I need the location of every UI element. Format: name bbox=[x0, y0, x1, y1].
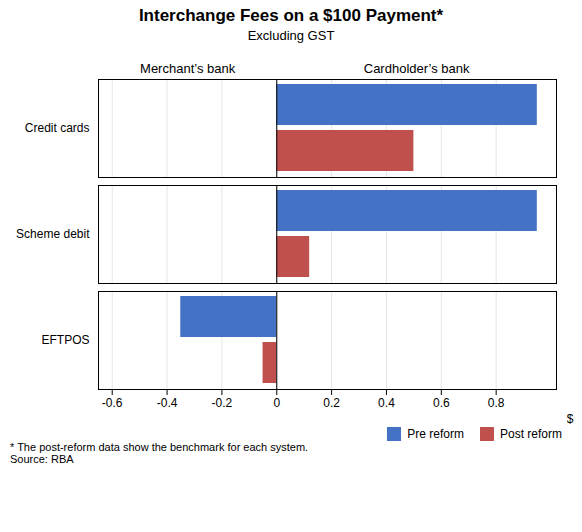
svg-text:0.6: 0.6 bbox=[433, 396, 450, 410]
html-text:Post reform: Post reform bbox=[500, 427, 562, 441]
svg-text:0.8: 0.8 bbox=[488, 396, 505, 410]
svg-text:-0.6: -0.6 bbox=[102, 396, 123, 410]
svg-text:EFTPOS: EFTPOS bbox=[41, 333, 89, 347]
svg-text:-0.2: -0.2 bbox=[212, 396, 233, 410]
svg-text:0: 0 bbox=[273, 396, 280, 410]
svg-text:Merchant’s bank: Merchant’s bank bbox=[140, 61, 236, 76]
svg-text:-0.4: -0.4 bbox=[157, 396, 178, 410]
svg-text:Credit cards: Credit cards bbox=[25, 121, 90, 135]
svg-text:0.2: 0.2 bbox=[323, 396, 340, 410]
html-text:Excluding GST: Excluding GST bbox=[247, 28, 335, 43]
svg-text:Cardholder’s bank: Cardholder’s bank bbox=[364, 61, 470, 76]
svg-text:0.4: 0.4 bbox=[378, 396, 395, 410]
html-text:Source: RBA: Source: RBA bbox=[10, 453, 74, 465]
svg-text:Scheme debit: Scheme debit bbox=[16, 227, 90, 241]
html-text:Pre reform: Pre reform bbox=[407, 427, 464, 441]
html-text:Interchange Fees on a $100 Pay: Interchange Fees on a $100 Payment* bbox=[138, 6, 444, 25]
html-text:* The post-reform data show th: * The post-reform data show the benchmar… bbox=[10, 441, 309, 453]
svg-text:$: $ bbox=[567, 412, 574, 426]
